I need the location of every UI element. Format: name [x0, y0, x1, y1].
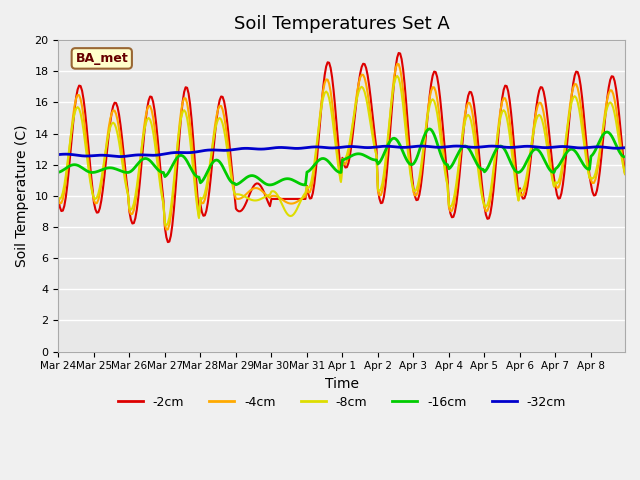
-32cm — [92, 153, 99, 158]
-8cm — [92, 196, 99, 202]
-8cm — [621, 171, 629, 177]
-4cm — [620, 163, 627, 168]
-2cm — [546, 134, 554, 140]
-4cm — [92, 201, 99, 206]
-32cm — [452, 143, 460, 149]
-8cm — [74, 104, 81, 110]
Line: -8cm: -8cm — [58, 76, 625, 226]
-16cm — [546, 167, 554, 172]
-8cm — [620, 165, 627, 171]
-8cm — [54, 194, 62, 200]
-8cm — [348, 130, 355, 135]
-16cm — [426, 126, 433, 132]
-32cm — [74, 153, 81, 158]
Line: -4cm: -4cm — [58, 64, 625, 229]
-32cm — [116, 154, 124, 159]
Line: -16cm: -16cm — [58, 129, 625, 185]
-16cm — [74, 162, 81, 168]
-16cm — [620, 154, 627, 159]
-32cm — [348, 144, 355, 149]
-16cm — [301, 182, 309, 188]
-2cm — [74, 86, 81, 92]
Line: -32cm: -32cm — [58, 146, 625, 156]
-32cm — [620, 145, 627, 151]
-32cm — [546, 144, 554, 150]
-16cm — [54, 169, 62, 175]
-16cm — [621, 154, 629, 160]
-4cm — [54, 197, 62, 203]
-2cm — [348, 144, 355, 149]
-2cm — [164, 239, 172, 245]
-16cm — [348, 153, 355, 159]
-4cm — [621, 171, 629, 177]
-32cm — [54, 152, 62, 157]
-2cm — [461, 112, 469, 118]
-32cm — [461, 144, 469, 149]
-4cm — [163, 227, 170, 232]
-8cm — [394, 73, 401, 79]
-4cm — [74, 92, 81, 98]
-8cm — [461, 118, 469, 124]
Legend: -2cm, -4cm, -8cm, -16cm, -32cm: -2cm, -4cm, -8cm, -16cm, -32cm — [113, 391, 571, 414]
-4cm — [546, 153, 554, 159]
Title: Soil Temperatures Set A: Soil Temperatures Set A — [234, 15, 449, 33]
-8cm — [163, 223, 170, 228]
X-axis label: Time: Time — [324, 377, 358, 391]
Line: -2cm: -2cm — [58, 53, 625, 242]
-4cm — [348, 133, 355, 139]
-16cm — [92, 169, 99, 175]
-4cm — [394, 61, 401, 67]
-4cm — [461, 110, 469, 116]
-2cm — [54, 196, 62, 202]
-16cm — [461, 143, 469, 149]
-32cm — [621, 145, 629, 151]
-2cm — [395, 50, 403, 56]
-8cm — [546, 160, 554, 166]
Text: BA_met: BA_met — [76, 52, 128, 65]
-2cm — [92, 206, 99, 212]
-2cm — [620, 157, 627, 163]
Y-axis label: Soil Temperature (C): Soil Temperature (C) — [15, 125, 29, 267]
-2cm — [621, 171, 629, 177]
